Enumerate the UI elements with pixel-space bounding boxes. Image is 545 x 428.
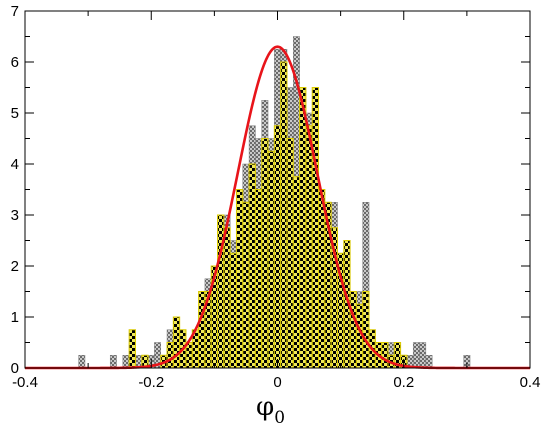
axis-ticks [24,10,531,369]
y-tick-label: 7 [11,3,19,20]
y-tick-label: 5 [11,105,19,122]
x-tick-label: 0.4 [520,374,541,391]
x-tick-label: 0.2 [393,374,414,391]
yellow-bar [223,227,231,369]
x-tick-label: -0.4 [12,374,38,391]
grey-bar [78,355,86,369]
yellow-bar [311,87,320,369]
yellow-bar [280,61,288,369]
yellow-bar [349,291,357,369]
grey-bar [419,342,427,369]
yellow-bar [362,291,370,369]
yellow-bar [172,316,181,369]
yellow-bar [381,342,389,369]
yellow-bar [248,163,256,369]
yellow-bar [261,138,269,369]
y-tick-label: 6 [11,54,19,71]
yellow-bar [254,189,263,369]
x-tick-label: 0 [273,374,281,391]
y-tick-label: 3 [11,207,19,224]
y-tick-label: 4 [11,156,19,173]
yellow-bar [305,125,313,369]
x-axis-label-subscript: 0 [274,408,285,428]
yellow-bar [299,87,307,369]
x-axis-label: φ0 [256,392,285,428]
grey-bar [425,355,433,369]
yellow-bar [286,138,294,369]
yellow-bar [242,201,250,369]
yellow-bar [267,150,275,369]
yellow-bar [292,176,301,369]
y-tick-label: 0 [11,360,19,377]
yellow-bar [185,342,193,369]
x-tick-label: -0.2 [138,374,164,391]
x-tick-labels: -0.4 -0.2 0 0.2 0.4 [12,374,540,391]
yellow-bar [318,189,326,369]
yellow-bar [198,291,206,369]
y-tick-label: 2 [11,258,19,275]
yellow-bar [235,189,244,369]
grey-bar [412,342,420,369]
y-tick-label: 1 [11,309,19,326]
y-tick-labels: 0 1 2 3 4 5 6 7 [11,3,19,377]
yellow-bar [273,125,282,369]
x-axis-label-symbol: φ [256,392,274,422]
grey-bar [109,355,117,369]
yellow-bar [128,329,136,369]
yellow-bar [229,252,237,369]
yellow-bar [166,342,174,369]
grey-bar [122,355,130,369]
